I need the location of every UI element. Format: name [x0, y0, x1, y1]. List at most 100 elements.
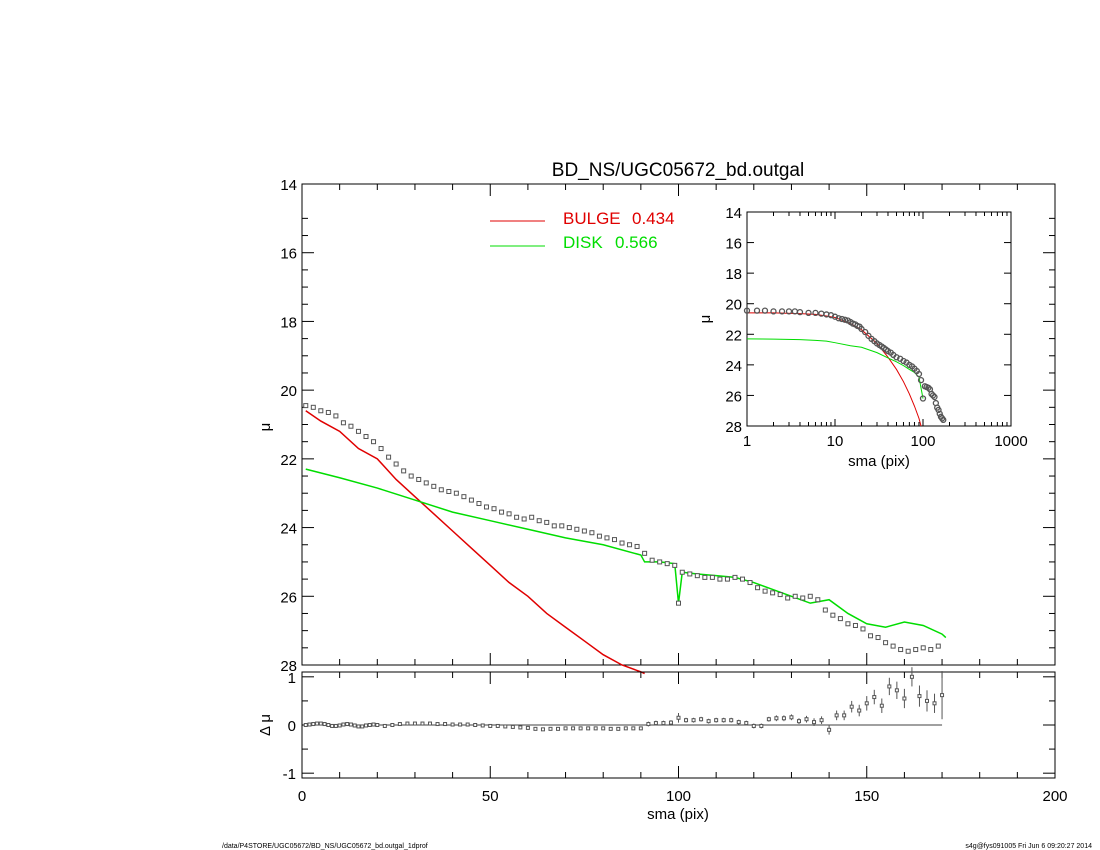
- residual-data-points: [303, 667, 945, 735]
- residual-point: [616, 726, 621, 731]
- residual-axis-ticks: 10-10 50 100 150 200: [283, 670, 1068, 805]
- y-tick-label: 22: [280, 452, 297, 469]
- data-point: [672, 562, 678, 568]
- data-point: [303, 403, 309, 409]
- residual-point: [593, 726, 598, 731]
- data-point: [506, 511, 512, 517]
- inset-data-point: [743, 307, 751, 314]
- data-point: [551, 523, 557, 529]
- data-point: [325, 409, 331, 415]
- residual-point: [759, 723, 764, 728]
- residual-point: [736, 720, 741, 725]
- residual-point: [744, 721, 749, 726]
- data-point: [875, 635, 881, 641]
- data-point: [491, 506, 497, 512]
- data-point: [611, 537, 617, 543]
- data-point: [807, 593, 813, 599]
- data-point: [619, 540, 625, 546]
- data-point: [830, 612, 836, 618]
- disk-model-line: [305, 468, 947, 639]
- residual-point: [322, 722, 327, 727]
- inset-x-axis-label: sma (pix): [848, 453, 910, 470]
- disk-inset-line: [746, 338, 924, 399]
- data-point: [913, 647, 919, 653]
- residual-point: [646, 722, 651, 727]
- residual-point: [356, 724, 361, 729]
- data-point: [657, 559, 663, 565]
- y-tick-label: -1: [283, 766, 296, 783]
- residual-point: [804, 717, 809, 722]
- y-tick-label: 16: [280, 246, 297, 263]
- y-tick-label: 28: [725, 419, 742, 436]
- residual-point: [458, 722, 463, 727]
- residual-point: [887, 684, 892, 689]
- x-tick-label: 200: [1042, 788, 1067, 805]
- data-point: [883, 640, 889, 646]
- residual-point: [699, 717, 704, 722]
- residual-point: [940, 693, 945, 698]
- inset-data-point: [917, 376, 925, 384]
- inset-data-point: [893, 354, 900, 361]
- data-point: [762, 588, 768, 594]
- legend-bulge-label: BULGE: [563, 209, 621, 228]
- inset-data-point: [753, 307, 761, 314]
- x-tick-label: 10: [827, 433, 844, 450]
- data-point: [627, 542, 633, 548]
- inset-data-point: [778, 308, 786, 315]
- data-point: [483, 504, 489, 510]
- y-tick-label: 24: [725, 358, 742, 375]
- residual-point: [352, 723, 357, 728]
- residual-point: [834, 713, 839, 718]
- residual-point: [375, 723, 380, 727]
- residual-point: [766, 717, 771, 722]
- x-tick-label: 50: [482, 788, 499, 805]
- residual-point: [420, 721, 425, 726]
- x-tick-label: 100: [666, 788, 691, 805]
- x-tick-label: 150: [854, 788, 879, 805]
- data-point: [544, 519, 550, 525]
- data-point: [717, 576, 723, 582]
- data-point: [928, 647, 934, 653]
- main-axis-ticks: 14 16 18 20 22 24 26 28: [280, 177, 1055, 675]
- data-point: [416, 476, 422, 482]
- residual-point: [902, 696, 907, 701]
- residual-point: [333, 723, 338, 728]
- residual-point: [706, 719, 711, 724]
- inset-y-axis-label: μ: [697, 315, 714, 324]
- residual-point: [932, 701, 937, 706]
- residual-point: [586, 726, 591, 731]
- residual-point: [465, 722, 470, 727]
- data-point: [310, 404, 316, 410]
- data-point: [724, 576, 730, 582]
- legend: BULGE 0.434 DISK 0.566: [490, 209, 675, 252]
- inset-data-point: [861, 328, 869, 336]
- data-point: [664, 561, 670, 567]
- data-point: [822, 607, 828, 613]
- residual-point: [563, 726, 568, 731]
- inset-data-point: [919, 395, 927, 402]
- inset-axis-ticks: 14 16 18 20 22 24 26 281 10 100 1000: [725, 205, 1027, 450]
- residual-point: [348, 722, 353, 727]
- residual-point: [623, 726, 628, 731]
- data-point: [521, 516, 527, 522]
- data-point: [747, 580, 753, 586]
- data-point: [378, 446, 384, 452]
- residual-point: [857, 708, 862, 713]
- residual-point: [303, 723, 308, 727]
- data-point: [852, 622, 858, 628]
- main-y-axis-label: μ: [257, 423, 274, 432]
- residual-point: [473, 723, 478, 727]
- y-tick-label: 20: [280, 383, 297, 400]
- bulge-inset-line: [747, 312, 922, 427]
- residual-point: [691, 718, 696, 723]
- residual-point: [751, 723, 756, 728]
- inset-data-point: [831, 313, 839, 320]
- data-point: [499, 509, 505, 515]
- residual-point: [525, 725, 530, 730]
- data-point: [920, 645, 926, 651]
- y-tick-label: 22: [725, 327, 742, 344]
- residual-point: [571, 726, 576, 731]
- x-tick-label: 0: [298, 788, 306, 805]
- inset-data-point: [915, 370, 923, 378]
